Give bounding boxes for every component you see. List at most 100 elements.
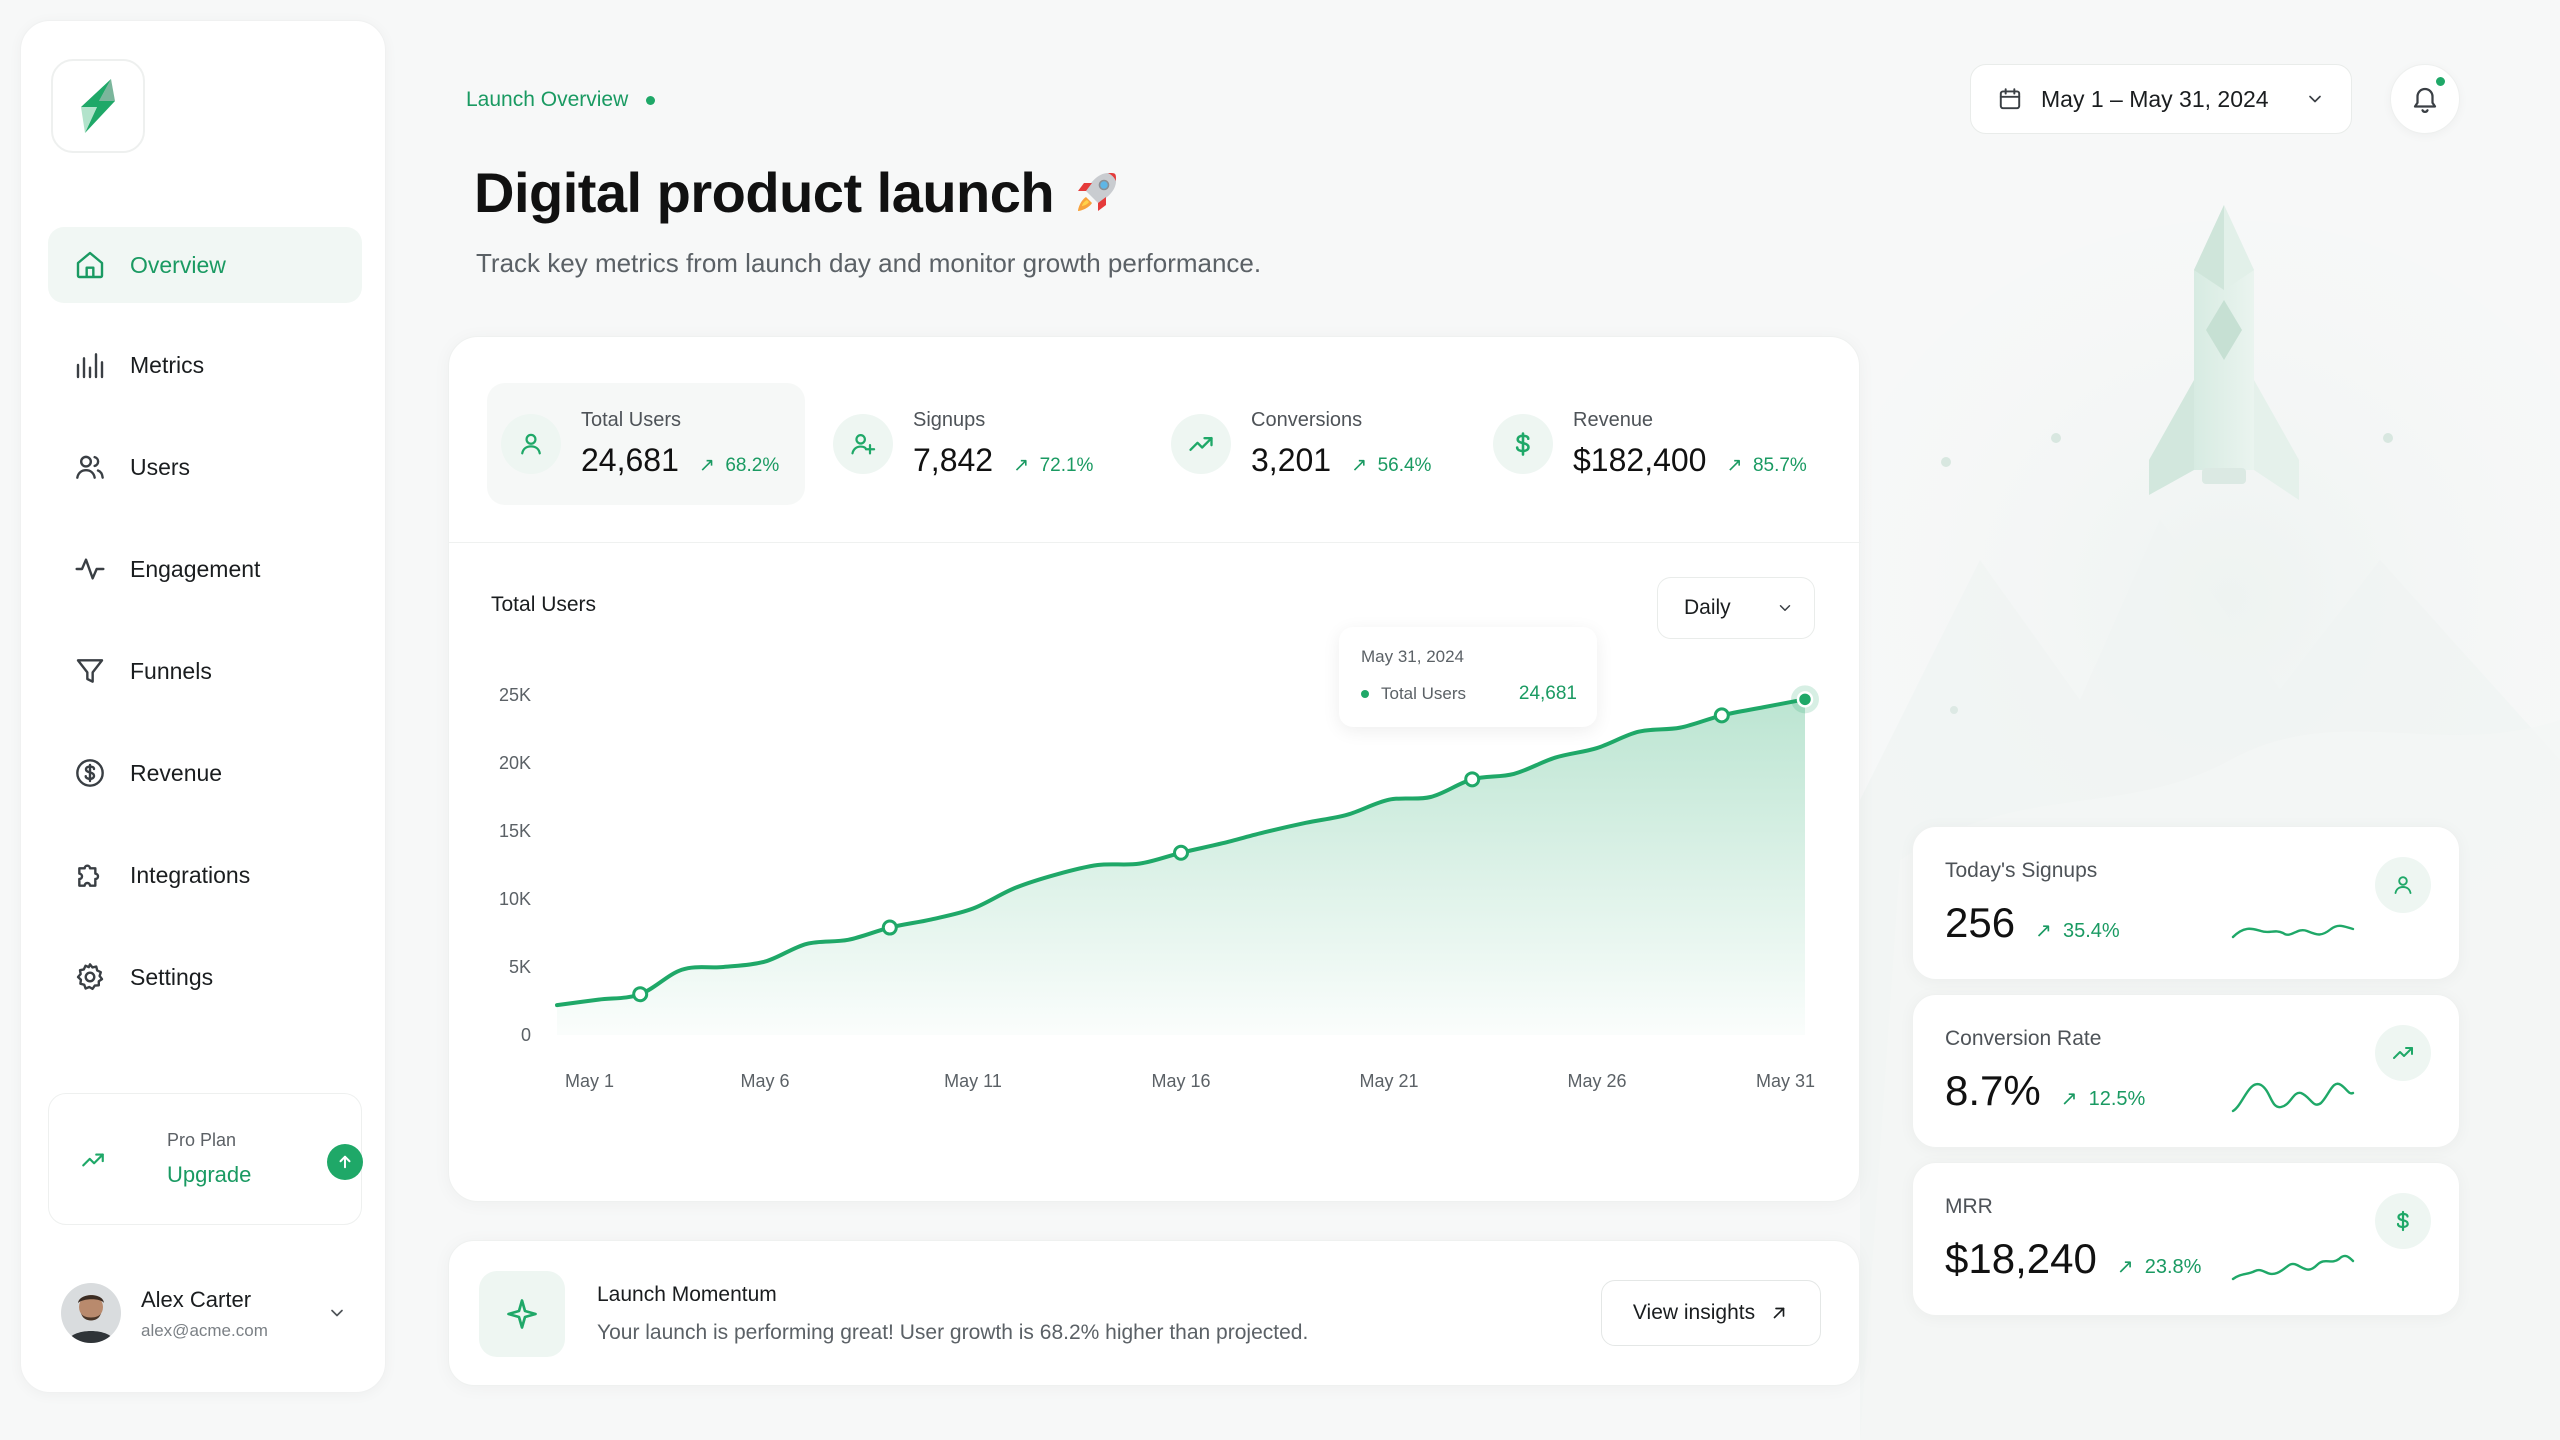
- stat-delta: ↗ 12.5%: [2060, 1088, 2146, 1110]
- sidebar-item-overview[interactable]: Overview: [48, 227, 362, 303]
- logo-icon: [81, 79, 115, 133]
- trend-up-icon: [1171, 414, 1231, 474]
- x-tick-label: May 1: [565, 1071, 614, 1091]
- user-icon: [2375, 857, 2431, 913]
- breadcrumb[interactable]: Launch Overview: [466, 88, 656, 112]
- banner-title: Launch Momentum: [597, 1283, 777, 1306]
- sidebar-item-funnels[interactable]: Funnels: [48, 633, 362, 709]
- kpi-delta: ↗ 72.1%: [1013, 455, 1094, 476]
- kpi-label: Total Users: [581, 409, 682, 431]
- gear-icon: [70, 957, 110, 997]
- plan-title: Pro Plan: [167, 1130, 237, 1150]
- user-name: Alex Carter: [141, 1287, 252, 1312]
- date-range-label: May 1 – May 31, 2024: [2041, 85, 2269, 112]
- upgrade-link[interactable]: Upgrade: [167, 1162, 252, 1187]
- puzzle-icon: [70, 855, 110, 895]
- sparkline: [2231, 1254, 2355, 1281]
- users-icon: [70, 447, 110, 487]
- x-tick-label: May 6: [740, 1071, 789, 1091]
- sidebar-item-label: Users: [130, 453, 191, 480]
- kpi-conversions[interactable]: Conversions 3,201 ↗ 56.4%: [1157, 383, 1477, 505]
- kpi-revenue[interactable]: Revenue $182,400 ↗ 85.7%: [1479, 383, 1829, 505]
- sidebar-item-metrics[interactable]: Metrics: [48, 327, 362, 403]
- home-icon: [70, 245, 110, 285]
- sidebar-item-integrations[interactable]: Integrations: [48, 837, 362, 913]
- status-dot: [646, 95, 656, 105]
- trend-up-icon: [71, 1138, 115, 1182]
- metrics-card: Total Users 24,681 ↗ 68.2% Signups 7,842…: [448, 336, 1861, 1202]
- y-tick-label: 10K: [499, 889, 531, 909]
- dollar-icon: [1493, 414, 1553, 474]
- sparkline: [2231, 924, 2355, 939]
- chart-title: Total Users: [491, 593, 597, 616]
- button-label: View insights: [1632, 1301, 1756, 1324]
- kpi-signups[interactable]: Signups 7,842 ↗ 72.1%: [819, 383, 1119, 505]
- stat-card-conversion-rate[interactable]: Conversion Rate 8.7% ↗ 12.5%: [1912, 994, 2460, 1148]
- divider: [449, 542, 1861, 543]
- kpi-total-users[interactable]: Total Users 24,681 ↗ 68.2%: [487, 383, 805, 505]
- sidebar: Overview Metrics Users Engagement Funnel…: [20, 20, 386, 1393]
- y-tick-label: 15K: [499, 821, 531, 841]
- sidebar-item-label: Engagement: [130, 555, 261, 582]
- activity-icon: [70, 549, 110, 589]
- date-range-picker[interactable]: May 1 – May 31, 2024: [1970, 64, 2352, 134]
- bell-icon: [2413, 87, 2437, 113]
- granularity-select[interactable]: Daily: [1657, 577, 1815, 639]
- page-title: Digital product launch: [474, 160, 1124, 225]
- sidebar-item-label: Revenue: [130, 759, 223, 786]
- stat-card-todays-signups[interactable]: Today's Signups 256 ↗ 35.4%: [1912, 826, 2460, 980]
- tooltip-value: 24,681: [1518, 683, 1577, 704]
- chevron-down-icon: [2303, 87, 2327, 111]
- arrow-up-icon: [339, 1155, 351, 1169]
- app-logo[interactable]: [51, 59, 145, 153]
- sidebar-item-users[interactable]: Users: [48, 429, 362, 505]
- stat-delta: ↗ 35.4%: [2035, 920, 2120, 942]
- user-icon: [501, 414, 561, 474]
- stat-value: 256: [1945, 899, 2016, 946]
- x-tick-label: May 16: [1151, 1071, 1210, 1091]
- bar-chart-icon: [70, 345, 110, 385]
- x-tick-label: May 31: [1756, 1071, 1815, 1091]
- banner-text: Your launch is performing great! User gr…: [597, 1321, 1309, 1344]
- chart-point[interactable]: [881, 919, 898, 936]
- stat-label: Today's Signups: [1945, 859, 2098, 882]
- chart-point[interactable]: [632, 986, 649, 1003]
- chart-point[interactable]: [1173, 844, 1189, 861]
- kpi-label: Revenue: [1573, 409, 1654, 431]
- sparkle-icon: [479, 1271, 565, 1357]
- stat-value: 8.7%: [1945, 1067, 2041, 1114]
- sidebar-item-settings[interactable]: Settings: [48, 939, 362, 1015]
- page-subtitle: Track key metrics from launch day and mo…: [476, 248, 1262, 278]
- launch-momentum-banner: Launch Momentum Your launch is performin…: [448, 1240, 1860, 1386]
- dollar-circle-icon: [70, 753, 110, 793]
- legend-dot: [1361, 690, 1369, 698]
- chart-point[interactable]: [1713, 707, 1730, 724]
- user-plus-icon: [833, 414, 893, 474]
- kpi-label: Conversions: [1251, 409, 1363, 431]
- arrow-up-right-icon: [1769, 1303, 1789, 1323]
- user-email: alex@acme.com: [141, 1321, 268, 1340]
- x-tick-label: May 11: [944, 1071, 1002, 1091]
- upgrade-button[interactable]: [327, 1144, 363, 1180]
- sidebar-item-engagement[interactable]: Engagement: [48, 531, 362, 607]
- view-insights-button[interactable]: View insights: [1601, 1280, 1821, 1346]
- breadcrumb-label: Launch Overview: [466, 88, 629, 111]
- notifications-button[interactable]: [2390, 64, 2460, 134]
- chart-area: [557, 699, 1805, 1035]
- stat-delta: ↗ 23.8%: [2116, 1256, 2202, 1278]
- chart-point[interactable]: [1796, 691, 1814, 708]
- stat-card-mrr[interactable]: MRR $18,240 ↗ 23.8%: [1912, 1162, 2460, 1316]
- sidebar-item-label: Settings: [130, 963, 214, 990]
- sidebar-item-revenue[interactable]: Revenue: [48, 735, 362, 811]
- trend-up-icon: [2375, 1025, 2431, 1081]
- sidebar-item-label: Funnels: [130, 657, 212, 684]
- kpi-value: $182,400: [1573, 442, 1707, 478]
- chevron-down-icon[interactable]: [321, 1297, 353, 1329]
- avatar[interactable]: [61, 1283, 121, 1343]
- chart-tooltip: May 31, 2024 Total Users 24,681: [1339, 627, 1597, 727]
- y-tick-label: 20K: [499, 753, 531, 773]
- rocket-icon: [1078, 172, 1117, 211]
- total-users-chart[interactable]: 0 5K 10K 15K 20K 25K May 1 May 6 May 11 May 16 Ma…: [449, 637, 1861, 1197]
- sidebar-item-label: Overview: [130, 251, 226, 278]
- chart-point[interactable]: [1464, 771, 1481, 788]
